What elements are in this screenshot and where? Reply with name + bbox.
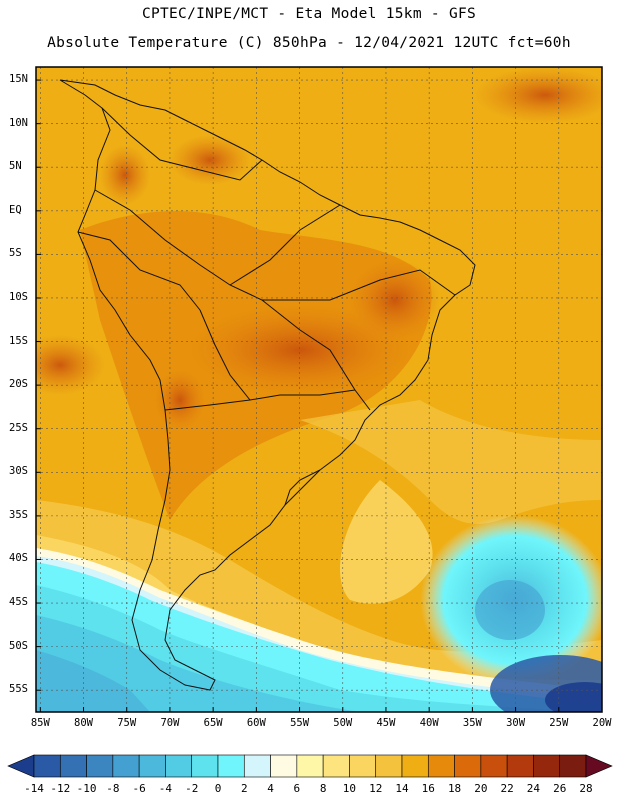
lat-label: 55S bbox=[9, 683, 28, 696]
lat-label: 30S bbox=[9, 465, 28, 478]
colorbar-swatch bbox=[165, 754, 193, 778]
lon-label: 55W bbox=[290, 717, 310, 729]
colorbar-label: 14 bbox=[395, 782, 409, 795]
lat-label: 45S bbox=[9, 596, 28, 609]
colorbar-label: 6 bbox=[293, 782, 301, 795]
lon-label: 45W bbox=[376, 717, 396, 729]
colorbar bbox=[7, 754, 613, 778]
colorbar-label: 24 bbox=[526, 782, 541, 795]
colorbar-label: 16 bbox=[421, 782, 435, 795]
colorbar-swatch bbox=[112, 754, 140, 778]
colorbar-swatch bbox=[533, 754, 561, 778]
lon-label: 35W bbox=[462, 717, 482, 729]
colorbar-label: 22 bbox=[500, 782, 514, 795]
lon-label: 25W bbox=[549, 717, 569, 729]
lat-label: 50S bbox=[9, 639, 28, 652]
colorbar-label: 26 bbox=[553, 782, 567, 795]
temperature-field bbox=[36, 67, 602, 712]
colorbar-swatch bbox=[480, 754, 508, 778]
lon-label: 85W bbox=[30, 717, 50, 729]
colorbar-swatch bbox=[138, 754, 166, 778]
colorbar-swatch bbox=[401, 754, 429, 778]
lat-label: 10N bbox=[9, 116, 28, 129]
lon-label: 50W bbox=[333, 717, 353, 729]
lat-label: 15N bbox=[9, 73, 28, 86]
lat-label: 5S bbox=[9, 247, 22, 260]
colorbar-swatch bbox=[33, 754, 61, 778]
lon-label: 30W bbox=[506, 717, 526, 729]
graticule bbox=[36, 67, 603, 712]
colorbar-swatch bbox=[454, 754, 482, 778]
coastline bbox=[59, 79, 476, 691]
colorbar-swatch bbox=[191, 754, 219, 778]
lon-label: 65W bbox=[203, 717, 223, 729]
colorbar-label: 2 bbox=[240, 782, 248, 795]
lat-label: 15S bbox=[9, 334, 28, 347]
lat-label: EQ bbox=[9, 203, 22, 216]
colorbar-swatch bbox=[270, 754, 298, 778]
colorbar-label: 4 bbox=[267, 782, 274, 795]
colorbar-swatch bbox=[217, 754, 245, 778]
colorbar-swatch bbox=[59, 754, 87, 778]
colorbar-label: -6 bbox=[132, 782, 146, 795]
lon-label: 80W bbox=[74, 717, 93, 729]
colorbar-label: -14 bbox=[24, 782, 44, 795]
colorbar-label: 10 bbox=[342, 782, 357, 795]
lon-label: 70W bbox=[160, 717, 180, 729]
colorbar-label: 0 bbox=[214, 782, 222, 795]
colorbar-swatch bbox=[243, 754, 271, 778]
lat-label: 40S bbox=[9, 552, 28, 565]
colorbar-max-arrow bbox=[585, 754, 613, 778]
colorbar-label: 20 bbox=[474, 782, 488, 795]
colorbar-label: -8 bbox=[106, 782, 120, 795]
map-title: CPTEC/INPE/MCT - Eta Model 15km - GFS bbox=[141, 6, 477, 22]
colorbar-swatch bbox=[506, 754, 534, 778]
colorbar-swatch bbox=[559, 754, 587, 778]
colorbar-label: -10 bbox=[76, 782, 97, 795]
colorbar-label: 12 bbox=[369, 782, 383, 795]
colorbar-label: -12 bbox=[50, 782, 71, 795]
lat-label: 5N bbox=[9, 160, 22, 173]
colorbar-label: 28 bbox=[579, 782, 593, 795]
plot-frame bbox=[35, 66, 603, 713]
colorbar-swatch bbox=[375, 754, 403, 778]
colorbar-swatch bbox=[349, 754, 377, 778]
colorbar-label: 8 bbox=[319, 782, 327, 795]
lat-label: 25S bbox=[9, 421, 28, 434]
colorbar-label: 18 bbox=[447, 782, 462, 795]
colorbar-swatch bbox=[86, 754, 114, 778]
map-subtitle: Absolute Temperature (C) 850hPa - 12/04/… bbox=[47, 35, 571, 51]
colorbar-swatch bbox=[322, 754, 350, 778]
colorbar-swatch bbox=[296, 754, 324, 778]
lon-label: 75W bbox=[117, 717, 137, 729]
lat-label: 10S bbox=[9, 290, 28, 303]
lon-label: 40W bbox=[419, 717, 439, 729]
lon-label: 60W bbox=[246, 717, 266, 729]
colorbar-label: -4 bbox=[158, 782, 173, 795]
colorbar-min-arrow bbox=[7, 754, 35, 778]
lon-label: 20W bbox=[592, 717, 612, 729]
colorbar-swatch bbox=[427, 754, 455, 778]
lat-label: 20S bbox=[9, 378, 28, 391]
lat-label: 35S bbox=[9, 508, 28, 521]
colorbar-label: -2 bbox=[185, 782, 199, 795]
